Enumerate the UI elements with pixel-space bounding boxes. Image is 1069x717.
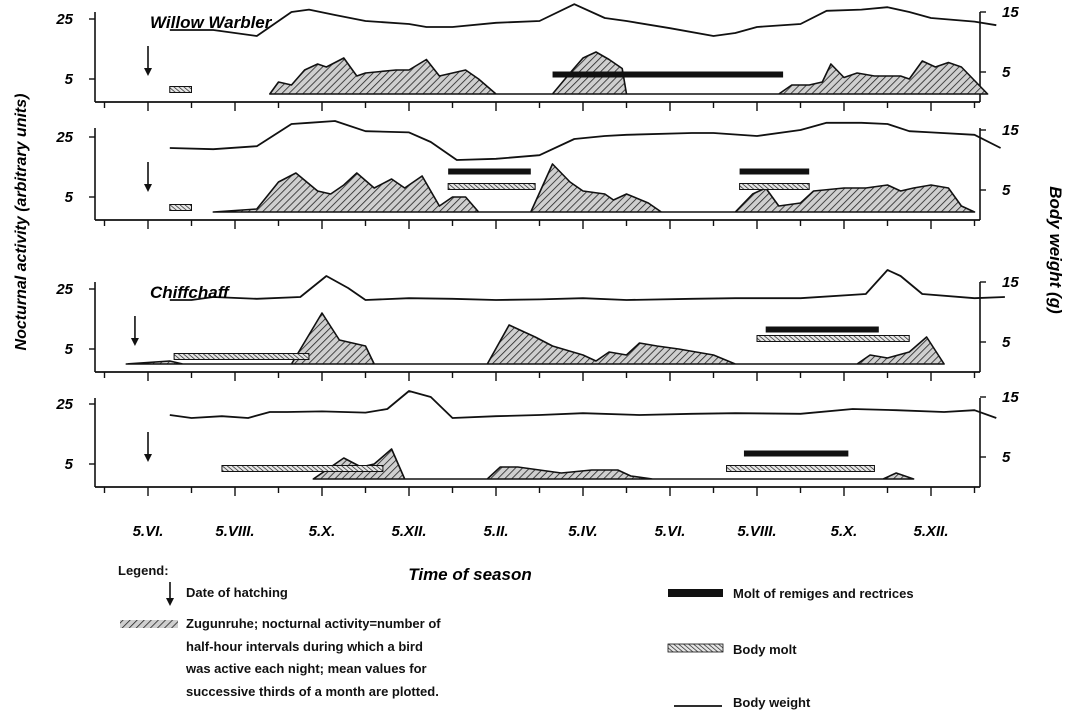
axis-layer: 5.VI. 5.VIII. 5.X. 5.XII. 5.II. 5.IV. 5.VI. 5.V… [13,94,1065,707]
hatching-arrowhead [130,338,139,346]
legend-zugunruhe-swatch [120,620,178,628]
body-weight-line [169,120,1002,161]
x-axis-title: Time of season [408,565,531,584]
panel: 5 25 5 15 [55,389,1019,496]
zugunruhe-area [269,51,989,95]
weight-tick-label: 5 [1002,64,1011,81]
activity-tick-label: 25 [55,281,73,298]
weight-tick-label: 5 [1002,334,1011,351]
weight-tick-label: 15 [1002,122,1019,139]
legend-bodymolt-text: Body molt [733,642,797,657]
species-label: Chiffchaff [150,283,231,302]
zugunruhe-area [125,312,945,365]
legend-bodymolt-swatch [667,643,724,653]
legend-weight-text: Body weight [733,695,811,710]
zugunruhe-area [212,163,976,213]
body-molt-bar [173,353,310,360]
body-weight-line [169,269,1005,301]
activity-tick-label: 5 [65,189,74,206]
x-tick-label: 5.VIII. [215,523,254,540]
x-tick-label: 5.X. [831,523,858,540]
weight-tick-label: 15 [1002,4,1019,21]
weight-tick-label: 5 [1002,182,1011,199]
legend [120,582,724,707]
weight-tick-label: 15 [1002,389,1019,406]
body-molt-bar [221,465,384,472]
legend-hatching-text: Date of hatching [186,585,288,600]
activity-tick-label: 25 [55,396,73,413]
weight-tick-label: 5 [1002,449,1011,466]
legend-zugunruhe-line: half-hour intervals during which a bird [186,638,423,654]
body-molt-bar [756,335,910,342]
hatching-arrowhead [144,68,152,76]
legend-zugunruhe-line: successive thirds of a month are plotted… [186,683,439,699]
legend-remiges-text: Molt of remiges and rectrices [733,586,914,601]
activity-tick-label: 5 [65,341,74,358]
x-tick-label: 5.VI. [133,523,164,540]
activity-tick-label: 5 [65,71,74,88]
legend-title: Legend: [118,563,169,578]
body-molt-bar [169,86,192,93]
body-weight-line [169,3,997,37]
legend-zugunruhe-line: was active each night; mean values for [186,661,427,676]
y-axis-right-title: Body weight (g) [1046,186,1065,314]
species-label: Willow Warbler [150,13,273,32]
legend-zugunruhe-line: Zugunruhe; nocturnal activity=number of [186,616,441,631]
y-axis-left-title: Nocturnal activity (arbitrary units) [13,94,30,351]
legend-zugunruhe-text: Zugunruhe; nocturnal activity=number of … [186,613,516,703]
remiges-molt-bar [448,168,531,175]
activity-tick-label: 25 [55,129,73,146]
remiges-molt-bar [739,168,810,175]
panel: 5 25 5 15 Willow Warbler [55,3,1019,111]
x-tick-label: 5.XII. [913,523,948,540]
x-tick-label: 5.VIII. [737,523,776,540]
remiges-molt-bar [743,450,849,457]
zugunruhe-area [312,448,915,480]
activity-tick-label: 25 [55,11,73,28]
hatching-arrowhead [144,184,152,192]
x-tick-label: 5.X. [309,523,336,540]
weight-tick-label: 15 [1002,274,1019,291]
x-tick-label: 5.II. [483,523,508,540]
panels-layer: 5 25 5 15 Willow Warbler 5 25 5 15 5 25 5 15 Chiffcha… [55,3,1019,496]
body-molt-bar [739,183,810,190]
legend-remiges-swatch [668,589,723,597]
body-molt-bar [447,183,536,190]
body-molt-bar [169,204,192,211]
x-tick-label: 5.VI. [655,523,686,540]
body-weight-line [169,390,997,419]
body-molt-bar [726,465,875,472]
panel: 5 25 5 15 [55,120,1019,229]
remiges-molt-bar [552,71,784,78]
legend-hatching-arrowhead [166,598,174,606]
panel: 5 25 5 15 Chiffchaff [55,269,1019,381]
hatching-arrowhead [144,454,152,462]
remiges-molt-bar [765,326,879,333]
x-tick-label: 5.XII. [391,523,426,540]
x-tick-label: 5.IV. [568,523,597,540]
activity-tick-label: 5 [65,456,74,473]
